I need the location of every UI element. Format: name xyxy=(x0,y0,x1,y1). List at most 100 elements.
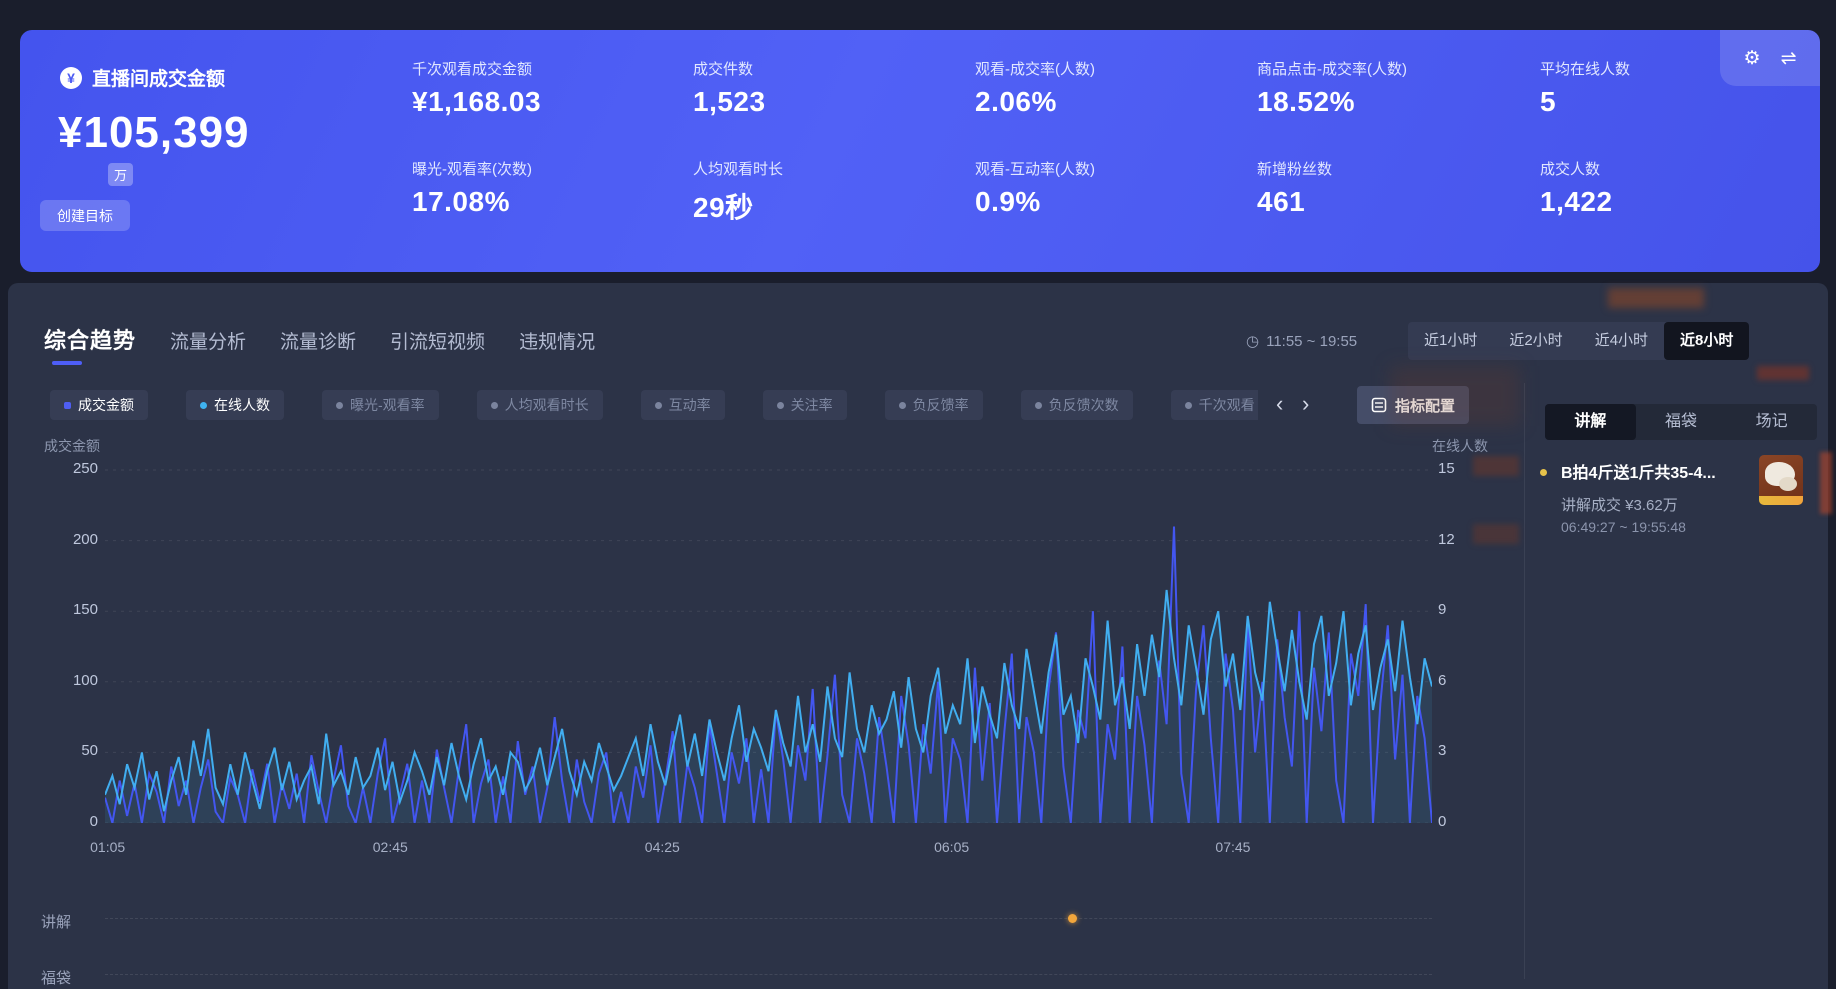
tab-流量诊断[interactable]: 流量诊断 xyxy=(280,332,357,353)
banner-metric: 人均观看时长 29秒 xyxy=(693,158,963,226)
x-axis-tick: 04:25 xyxy=(644,839,680,855)
legend-marker-icon xyxy=(64,401,71,409)
legend-marker-icon xyxy=(1034,401,1042,409)
metric-value: 29秒 xyxy=(693,192,754,223)
time-range-text: 11:55 ~ 19:55 xyxy=(1266,332,1358,350)
metric-value: 17.08% xyxy=(412,186,510,217)
metric-value: 18.52% xyxy=(1257,86,1355,117)
tab-违规情况[interactable]: 违规情况 xyxy=(519,332,596,353)
legend-chip-互动率[interactable]: 互动率 xyxy=(640,390,725,420)
metric-value: 5 xyxy=(1540,86,1557,117)
tab-综合趋势[interactable]: 综合趋势 xyxy=(44,323,136,365)
x-axis-tick: 02:45 xyxy=(372,839,408,855)
explain-item-deal: 讲解成交 ¥3.62万 xyxy=(1561,497,1678,514)
metric-label: 观看-互动率(人数) xyxy=(975,161,1095,178)
legend-chip-label: 负反馈次数 xyxy=(1048,397,1119,413)
metric-label: 观看-成交率(人数) xyxy=(975,61,1095,78)
metric-label: 曝光-观看率(次数) xyxy=(412,161,532,178)
online-users-area xyxy=(105,590,1432,823)
event-row-line xyxy=(105,974,1432,975)
metric-label: 商品点击-成交率(人数) xyxy=(1257,61,1407,78)
metric-value: ¥1,168.03 xyxy=(412,86,542,117)
banner-metric: 新增粉丝数 461 xyxy=(1257,158,1527,218)
right-axis-tick: 9 xyxy=(1438,601,1447,619)
right-axis-tick: 12 xyxy=(1438,530,1455,548)
trend-tabs: 综合趋势 流量分析 流量诊断 引流短视频 违规情况 xyxy=(44,323,596,365)
banner-metric: 平均在线人数 5 xyxy=(1540,58,1810,118)
metric-value: 0.9% xyxy=(975,186,1041,217)
legend-chip-人均观看时长[interactable]: 人均观看时长 xyxy=(476,390,603,420)
main-panel: 综合趋势 流量分析 流量诊断 引流短视频 违规情况 ◷ 11:55 ~ 19:55 近1… xyxy=(8,283,1828,989)
tab-引流短视频[interactable]: 引流短视频 xyxy=(390,332,486,353)
time-display: ◷ 11:55 ~ 19:55 xyxy=(1246,332,1358,351)
chips-scroll-right-icon[interactable]: › xyxy=(1302,391,1310,416)
side-tab-场记[interactable]: 场记 xyxy=(1755,413,1788,430)
legend-chip-成交金额[interactable]: 成交金额 xyxy=(50,390,148,420)
metric-label: 成交件数 xyxy=(693,61,754,78)
legend-chip-label: 千次观看 xyxy=(1198,397,1255,413)
create-goal-button[interactable]: 创建目标 xyxy=(40,200,130,231)
metric-config-label: 指标配置 xyxy=(1395,397,1456,415)
side-tab-福袋[interactable]: 福袋 xyxy=(1665,413,1698,430)
tab-流量分析[interactable]: 流量分析 xyxy=(170,332,247,353)
banner-controls: ⚙ ⇌ xyxy=(1720,30,1820,86)
swap-icon[interactable]: ⇌ xyxy=(1780,47,1797,69)
metric-label: 人均观看时长 xyxy=(693,161,784,178)
right-axis-tick: 6 xyxy=(1438,671,1447,689)
legend-chip-row: 成交金额 在线人数 曝光-观看率 人均观看时长 互动率 关注率 负反馈率 负反馈次数 千次观看 xyxy=(50,390,1258,420)
metric-label: 成交人数 xyxy=(1540,161,1601,178)
range-button-近8小时[interactable]: 近8小时 xyxy=(1664,322,1750,360)
legend-chip-label: 成交金额 xyxy=(78,397,134,413)
legend-chip-关注率[interactable]: 关注率 xyxy=(762,390,847,420)
legend-marker-icon xyxy=(898,401,906,409)
legend-chip-label: 关注率 xyxy=(790,397,833,413)
banner-metric: 曝光-观看率(次数) 17.08% xyxy=(412,158,682,218)
yen-coin-icon: ¥ xyxy=(60,66,82,89)
explain-item-time: 06:49:27 ~ 19:55:48 xyxy=(1561,519,1686,535)
metric-label: 平均在线人数 xyxy=(1540,61,1631,78)
primary-metric-label: 直播间成交金额 xyxy=(92,69,226,90)
metric-value: 1,523 xyxy=(693,86,766,117)
range-button-近4小时[interactable]: 近4小时 xyxy=(1594,332,1649,349)
metric-config-button[interactable]: 指标配置 xyxy=(1357,386,1470,424)
range-button-近1小时[interactable]: 近1小时 xyxy=(1424,332,1478,349)
right-axis-tick: 0 xyxy=(1438,813,1447,830)
product-image-content xyxy=(1779,477,1797,491)
event-row-label-福袋: 福袋 xyxy=(41,970,72,987)
legend-marker-icon xyxy=(654,401,662,409)
product-image[interactable] xyxy=(1759,455,1803,505)
gear-icon[interactable]: ⚙ xyxy=(1743,47,1761,69)
online-users-series-line xyxy=(105,589,1432,812)
legend-chip-曝光-观看率[interactable]: 曝光-观看率 xyxy=(322,390,439,420)
trend-chart[interactable] xyxy=(105,455,1432,823)
side-tab-讲解[interactable]: 讲解 xyxy=(1545,404,1636,440)
legend-chip-负反馈率[interactable]: 负反馈率 xyxy=(884,390,983,420)
gmv-series-line xyxy=(105,526,1432,823)
event-marker-dot[interactable] xyxy=(1068,914,1078,923)
legend-chip-label: 曝光-观看率 xyxy=(350,397,425,413)
legend-marker-icon xyxy=(200,401,207,409)
trend-chart-svg xyxy=(105,469,1432,823)
left-axis-tick: 150 xyxy=(72,601,98,619)
legend-chip-label: 在线人数 xyxy=(214,397,270,413)
primary-metric-value: ¥105,399 xyxy=(58,108,250,157)
explain-item-title[interactable]: B拍4斤送1斤共35-4... xyxy=(1561,465,1716,482)
banner-metric: 成交件数 1,523 xyxy=(693,58,963,118)
metric-value: 2.06% xyxy=(975,86,1057,117)
legend-chip-label: 人均观看时长 xyxy=(504,397,589,413)
left-axis-tick: 100 xyxy=(72,671,98,689)
legend-chip-负反馈次数[interactable]: 负反馈次数 xyxy=(1020,390,1133,420)
banner-metric: 商品点击-成交率(人数) 18.52% xyxy=(1257,58,1527,118)
primary-metric-header: ¥ 直播间成交金额 xyxy=(60,64,225,91)
legend-marker-icon xyxy=(776,401,784,409)
explain-item-bullet-icon xyxy=(1540,469,1547,476)
x-axis-tick: 01:05 xyxy=(90,839,126,855)
legend-chip-千次观看[interactable]: 千次观看 xyxy=(1170,390,1258,420)
legend-marker-icon xyxy=(336,401,343,409)
event-row-label-讲解: 讲解 xyxy=(41,914,72,931)
left-axis-name: 成交金额 xyxy=(44,438,100,454)
chips-scroll-left-icon[interactable]: ‹ xyxy=(1276,391,1284,416)
legend-marker-icon xyxy=(490,401,498,409)
legend-chip-在线人数[interactable]: 在线人数 xyxy=(186,390,284,420)
range-button-近2小时[interactable]: 近2小时 xyxy=(1509,332,1563,349)
